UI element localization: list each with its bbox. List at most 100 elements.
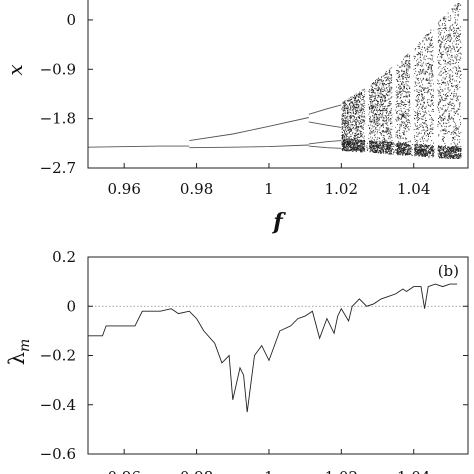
- chaos-dot: [348, 115, 350, 117]
- chaos-dot: [347, 142, 349, 143]
- chaos-dot: [372, 83, 374, 85]
- chaos-dot: [427, 101, 429, 103]
- chaos-dot: [345, 108, 347, 110]
- chaos-dot: [373, 148, 375, 150]
- chaos-dot: [358, 105, 360, 107]
- chaos-dot: [401, 153, 403, 155]
- chaos-dot: [450, 55, 452, 56]
- chaos-dot: [407, 85, 409, 87]
- chaos-dot: [402, 121, 404, 123]
- chaos-dot: [388, 133, 389, 134]
- chaos-dot: [356, 103, 358, 105]
- chaos-dot: [401, 148, 403, 150]
- chaos-dot: [432, 123, 434, 125]
- chaos-dot: [417, 71, 419, 73]
- chaos-dot: [454, 12, 456, 13]
- chaos-dot: [422, 65, 423, 67]
- chaos-dot: [458, 49, 460, 51]
- chaos-dot: [402, 113, 404, 115]
- chaos-dot: [386, 149, 388, 150]
- chaos-dot: [414, 135, 416, 137]
- chaos-dot: [401, 91, 403, 92]
- chaos-dot: [450, 56, 452, 58]
- chaos-dot: [415, 99, 417, 101]
- chaos-dot: [396, 101, 398, 103]
- chaos-dot: [418, 133, 420, 134]
- chaos-dot: [440, 117, 442, 119]
- chaos-dot: [443, 119, 444, 120]
- chaos-dot: [430, 104, 432, 106]
- chaos-dot: [449, 104, 451, 106]
- chaos-dot: [389, 151, 391, 153]
- chaos-dot: [419, 154, 421, 156]
- chaos-dot: [449, 41, 451, 43]
- chaos-dot: [439, 72, 441, 74]
- chaos-dot: [382, 85, 384, 87]
- chaos-dot: [459, 119, 461, 121]
- chaos-dot: [431, 70, 433, 72]
- chaos-dot: [430, 136, 431, 138]
- chaos-dot: [377, 109, 379, 111]
- chaos-dot: [350, 146, 352, 148]
- chaos-dot: [376, 146, 377, 148]
- chaos-dot: [369, 108, 370, 110]
- chaos-dot: [385, 148, 387, 150]
- chaos-dot: [419, 150, 421, 152]
- chaos-dot: [370, 150, 372, 152]
- chaos-dot: [431, 127, 433, 129]
- chaos-dot: [381, 117, 383, 119]
- chaos-dot: [431, 79, 433, 81]
- chaos-dot: [450, 39, 452, 41]
- chaos-dot: [364, 140, 365, 142]
- chaos-dot: [419, 146, 421, 147]
- chaos-dot: [442, 41, 444, 43]
- chaos-dot: [343, 147, 345, 149]
- bifurcation-branch: [87, 145, 190, 148]
- chaos-dot: [432, 119, 434, 121]
- chaos-dot: [448, 121, 450, 123]
- chaos-dot: [359, 94, 361, 96]
- chaos-dot: [354, 136, 356, 138]
- chaos-dot: [431, 148, 432, 150]
- chaos-dot: [444, 118, 446, 120]
- chaos-dot: [437, 153, 439, 155]
- chaos-dot: [445, 98, 447, 99]
- chaos-dot: [342, 112, 344, 114]
- chaos-dot: [438, 91, 440, 93]
- chaos-dot: [341, 135, 343, 136]
- bifurcation-branch: [189, 117, 309, 142]
- chaos-dot: [428, 134, 430, 135]
- chaos-dot: [419, 78, 421, 80]
- chaos-dot: [353, 140, 355, 142]
- chaos-dot: [442, 157, 444, 159]
- chaos-dot: [453, 147, 455, 148]
- chaos-dot: [406, 89, 408, 90]
- chaos-dot: [385, 94, 387, 95]
- chaos-dot: [404, 65, 406, 67]
- chaos-dot: [424, 43, 425, 45]
- chaos-dot: [353, 97, 355, 99]
- chaos-dot: [447, 12, 449, 14]
- chaos-dot: [379, 92, 381, 94]
- chaos-dot: [422, 70, 424, 72]
- chaos-dot: [359, 101, 360, 103]
- chaos-dot: [350, 149, 352, 150]
- chaos-dot: [375, 126, 377, 128]
- chaos-dot: [444, 154, 446, 156]
- chaos-dot: [351, 139, 352, 140]
- chaos-dot: [455, 151, 456, 153]
- chaos-dot: [444, 94, 446, 96]
- chaos-dot: [377, 141, 379, 143]
- chaos-dot: [452, 155, 454, 157]
- chaos-dot: [369, 128, 370, 130]
- chaos-dot: [360, 146, 362, 148]
- chaos-dot: [443, 19, 445, 21]
- chaos-dot: [400, 117, 402, 119]
- chaos-dot: [369, 148, 371, 149]
- chaos-dot: [360, 92, 362, 93]
- chaos-dot: [430, 115, 431, 116]
- chaos-dot: [448, 110, 450, 112]
- chaos-dot: [445, 96, 447, 98]
- chaos-dot: [418, 147, 420, 149]
- chaos-dot: [397, 100, 398, 102]
